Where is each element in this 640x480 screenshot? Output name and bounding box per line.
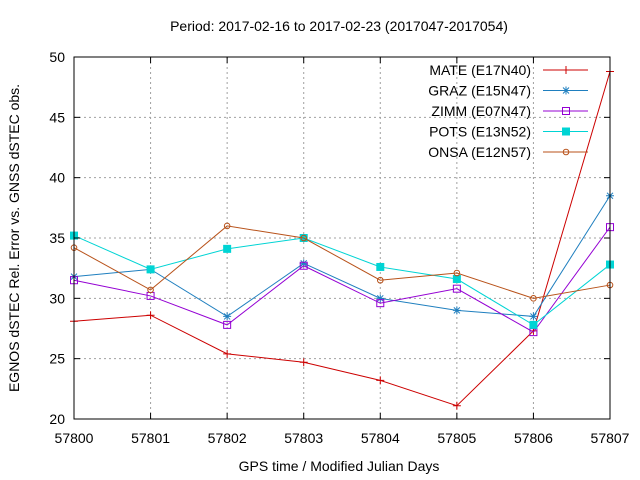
filled-square-marker <box>376 262 385 271</box>
filled-square-marker <box>562 127 570 136</box>
filled-square-marker <box>146 265 155 274</box>
series-zimm <box>70 223 614 337</box>
filled-square-marker <box>223 244 232 253</box>
star-marker <box>529 312 538 321</box>
legend-label: POTS (E13N52) <box>429 124 531 140</box>
legend: MATE (E17N40) GRAZ (E15N47) ZIMM (E07N47) P… <box>428 62 588 160</box>
open-circle-marker <box>562 148 570 156</box>
open-square-marker <box>299 261 308 270</box>
plus-marker <box>223 349 232 358</box>
star-marker <box>562 86 570 95</box>
legend-entry: POTS (E13N52) <box>429 124 588 140</box>
x-tick-label: 57800 <box>55 430 94 446</box>
open-circle-marker <box>530 295 537 302</box>
y-tick-label: 25 <box>49 351 65 367</box>
series-line <box>73 226 611 333</box>
plus-marker <box>376 376 385 385</box>
open-circle-marker <box>300 234 308 242</box>
plus-marker <box>299 358 308 367</box>
y-tick-label: 50 <box>49 49 65 65</box>
x-tick-label: 57803 <box>284 430 323 446</box>
filled-square-marker <box>452 275 461 284</box>
plus-marker <box>562 66 570 74</box>
legend-label: GRAZ (E15N47) <box>428 83 531 99</box>
y-tick-label: 30 <box>49 290 65 306</box>
plus-marker <box>452 401 461 410</box>
series-pots <box>70 231 614 329</box>
series-onsa <box>70 222 614 302</box>
open-circle-marker <box>223 222 231 230</box>
series-line <box>73 71 611 407</box>
legend-label: ONSA (E12N57) <box>428 144 531 160</box>
legend-entry: ZIMM (E07N47) <box>431 103 588 119</box>
axis-ticks: 57800 57801 57802 57803 57804 57805 57806 57807… <box>49 49 629 446</box>
x-axis-label: GPS time / Modified Julian Days <box>239 458 440 474</box>
series-line <box>73 195 611 318</box>
open-square-marker <box>223 320 232 329</box>
star-marker <box>223 312 232 321</box>
y-tick-label: 45 <box>49 109 65 125</box>
star-marker <box>452 306 461 315</box>
open-square-marker <box>452 284 461 293</box>
plus-marker <box>146 311 155 320</box>
series-line <box>73 225 611 299</box>
open-circle-marker <box>376 276 384 284</box>
chart-title: Period: 2017-02-16 to 2017-02-23 (201704… <box>170 18 508 34</box>
y-axis-label: EGNOS dSTEC Rel. Error vs. GNSS dSTEC ob… <box>6 84 22 392</box>
x-tick-label: 57807 <box>591 430 630 446</box>
x-tick-label: 57805 <box>437 430 476 446</box>
legend-entry: MATE (E17N40) <box>429 62 588 78</box>
legend-label: MATE (E17N40) <box>429 62 531 78</box>
filled-square-marker <box>529 320 538 329</box>
open-square-marker <box>376 299 385 308</box>
x-tick-label: 57801 <box>131 430 170 446</box>
open-square-marker <box>562 107 570 115</box>
y-tick-label: 35 <box>49 230 65 246</box>
plot-series <box>70 67 614 410</box>
star-marker <box>376 294 385 303</box>
open-circle-marker <box>453 269 461 277</box>
legend-label: ZIMM (E07N47) <box>431 103 531 119</box>
series-line <box>73 235 611 326</box>
x-tick-label: 57804 <box>361 430 400 446</box>
y-tick-label: 20 <box>49 411 65 427</box>
legend-entry: GRAZ (E15N47) <box>428 83 588 99</box>
y-tick-label: 40 <box>49 170 65 186</box>
series-mate <box>70 67 614 410</box>
gridlines <box>74 57 610 419</box>
x-tick-label: 57806 <box>514 430 553 446</box>
star-marker <box>299 259 308 268</box>
open-circle-marker <box>147 286 154 294</box>
x-tick-label: 57802 <box>208 430 247 446</box>
legend-entry: ONSA (E12N57) <box>428 144 588 160</box>
